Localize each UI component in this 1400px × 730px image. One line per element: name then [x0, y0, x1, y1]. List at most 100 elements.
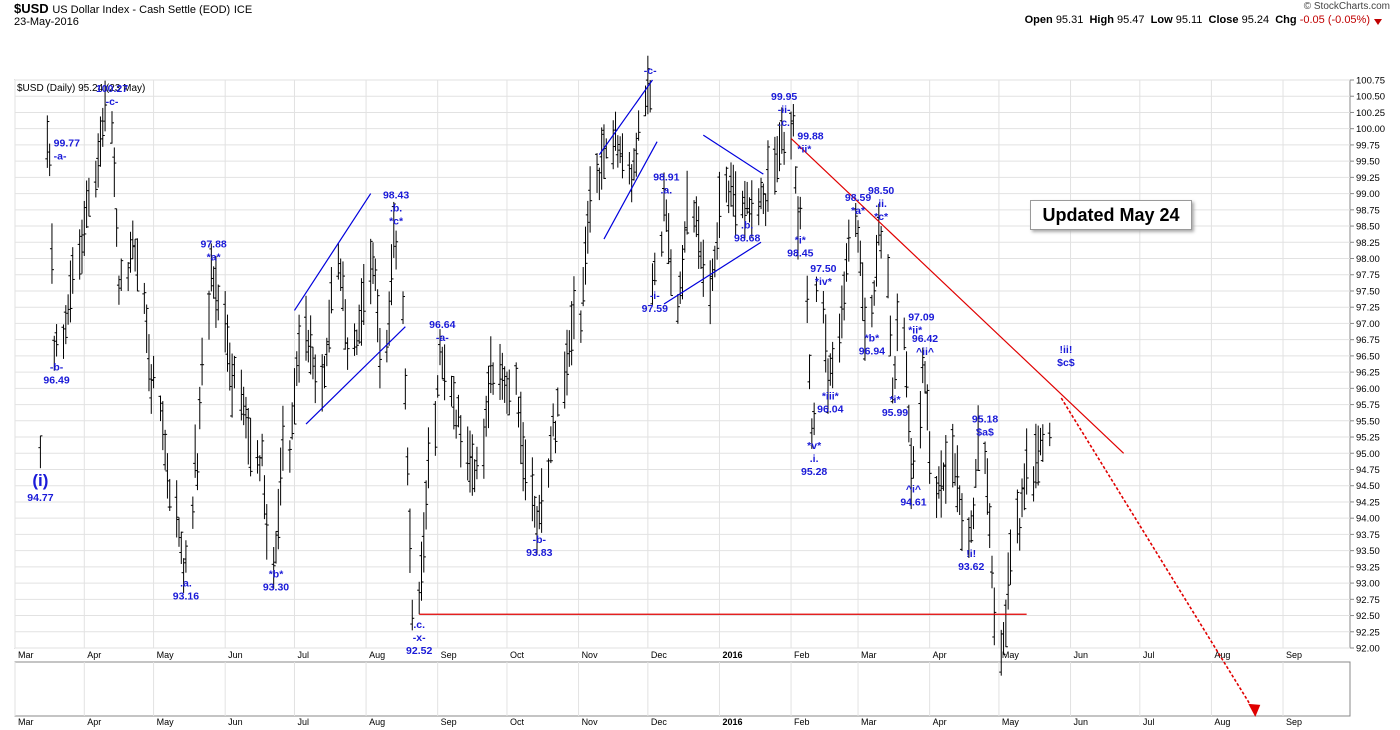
wave-label-text: 95.28 — [801, 466, 827, 478]
ohlc-bar — [782, 131, 787, 165]
ohlc-bar — [243, 396, 248, 439]
wave-label-text: 94.77 — [27, 492, 53, 504]
y-tick-label: 95.25 — [1356, 433, 1380, 444]
wave-label-text: *c* — [389, 216, 404, 228]
ohlc-bar — [812, 402, 817, 436]
ohlc-bar — [359, 278, 364, 346]
wave-label: ^i^94.61 — [900, 484, 926, 509]
y-tick-label: 93.75 — [1356, 530, 1380, 541]
ohlc-bar — [304, 295, 309, 361]
ohlc-bar — [682, 221, 687, 253]
ohlc-bar — [126, 262, 131, 292]
ohlc-bar — [197, 386, 202, 430]
ohlc-bar — [329, 267, 334, 314]
ohlc-bar — [777, 122, 782, 172]
ohlc-bar — [749, 180, 754, 237]
wave-label-text: *a* — [207, 251, 222, 263]
wave-label-text: -a- — [54, 151, 67, 163]
ohlc-bar — [290, 402, 295, 440]
y-tick-label: 96.75 — [1356, 335, 1380, 346]
ohlc-bar — [578, 310, 583, 343]
ohlc-bar — [601, 124, 606, 180]
wave-label-text: 98.43 — [383, 190, 409, 202]
x-tick-label: Aug — [1214, 650, 1230, 660]
wave-label: !ii!$c$ — [1057, 344, 1075, 369]
ohlc-bar — [241, 386, 246, 426]
ohlc-bar — [211, 266, 216, 299]
ohlc-bar — [548, 426, 553, 464]
ohlc-bar — [588, 166, 593, 233]
ohlc-bar — [297, 314, 302, 383]
projection-line — [1060, 397, 1256, 714]
ohlc-bar — [465, 426, 470, 481]
ohlc-bar — [992, 587, 997, 646]
ohlc-bar — [181, 558, 186, 593]
ohlc-bar — [84, 180, 89, 229]
symbol-title: $USD US Dollar Index - Cash Settle (EOD)… — [14, 1, 252, 16]
ohlc-bar — [176, 517, 181, 547]
wave-label-text: 99.88 — [797, 130, 823, 142]
ohlc-bar — [1008, 529, 1013, 585]
ohlc-bar — [498, 343, 503, 400]
ohlc-bar — [853, 203, 858, 237]
ohlc-bar — [733, 171, 738, 236]
ohlc-bar — [98, 116, 103, 167]
ohlc-bar — [449, 375, 454, 407]
wave-label: 98.91.a. — [653, 171, 679, 196]
close-value: 95.24 — [1241, 14, 1270, 26]
wave-label-text: .c. — [413, 619, 425, 631]
ohlc-bar — [830, 341, 835, 389]
ohlc-bar — [336, 242, 341, 280]
wave-label-text: -ii- — [778, 104, 791, 116]
ohlc-bar — [322, 355, 327, 389]
ohlc-bar — [989, 555, 994, 589]
wave-label-text: .i. — [810, 453, 819, 465]
ohlc-bar — [271, 547, 276, 589]
ohlc-bar — [324, 337, 329, 367]
wave-label-text: !ii! — [1059, 344, 1072, 356]
y-tick-label: 93.25 — [1356, 562, 1380, 573]
ohlc-bar — [163, 429, 168, 471]
ohlc-bar — [595, 153, 600, 193]
ohlc-bar — [708, 260, 713, 325]
ohlc-bar — [435, 375, 440, 398]
y-tick-label: 98.50 — [1356, 222, 1380, 233]
ohlc-bar — [384, 329, 389, 363]
ohlc-bar — [680, 245, 685, 300]
ohlc-bar — [502, 366, 507, 403]
ohlc-bar — [521, 422, 526, 492]
ohlc-bar — [308, 315, 313, 375]
x-tick-label: Apr — [87, 650, 101, 660]
x-tick-label: Nov — [582, 650, 599, 660]
wave-label: 97.88*a* — [200, 238, 226, 263]
ohlc-bar — [839, 285, 844, 339]
ohlc-bar — [1033, 423, 1038, 489]
wave-label: 97.09*ii* — [908, 312, 934, 337]
ohlc-bar — [424, 480, 429, 530]
ohlc-bar — [354, 329, 359, 355]
y-tick-label: 96.50 — [1356, 351, 1380, 362]
wave-label: 100.27-c- — [96, 83, 128, 108]
wave-label-text: 98.91 — [653, 171, 679, 183]
ohlc-bar — [368, 238, 373, 305]
wave-label-text: 96.42 — [912, 333, 938, 345]
wave-label: 95.18$a$ — [972, 414, 998, 439]
exchange: ICE — [233, 4, 253, 16]
ohlc-bar — [662, 172, 667, 222]
wave-label: !i!93.62 — [958, 548, 984, 573]
ohlc-bar — [765, 140, 770, 212]
ohlc-bar — [585, 200, 590, 254]
ohlc-bar — [856, 220, 861, 253]
ohlc-bar — [844, 243, 849, 282]
y-tick-label: 97.75 — [1356, 270, 1380, 281]
ohlc-bar — [394, 230, 399, 270]
ohlc-bar — [403, 368, 408, 410]
wave-label-text: 98.45 — [787, 247, 813, 259]
ohlc-bar — [361, 263, 366, 326]
x-tick-label-lower: Feb — [794, 717, 810, 727]
ohlc-bar — [909, 438, 914, 510]
wave-label: 98.50.ii.*c* — [868, 185, 894, 223]
x-tick-label: Jul — [1143, 650, 1155, 660]
ohlc-bar — [1003, 599, 1008, 648]
wave-label-text: *ii* — [908, 325, 923, 337]
